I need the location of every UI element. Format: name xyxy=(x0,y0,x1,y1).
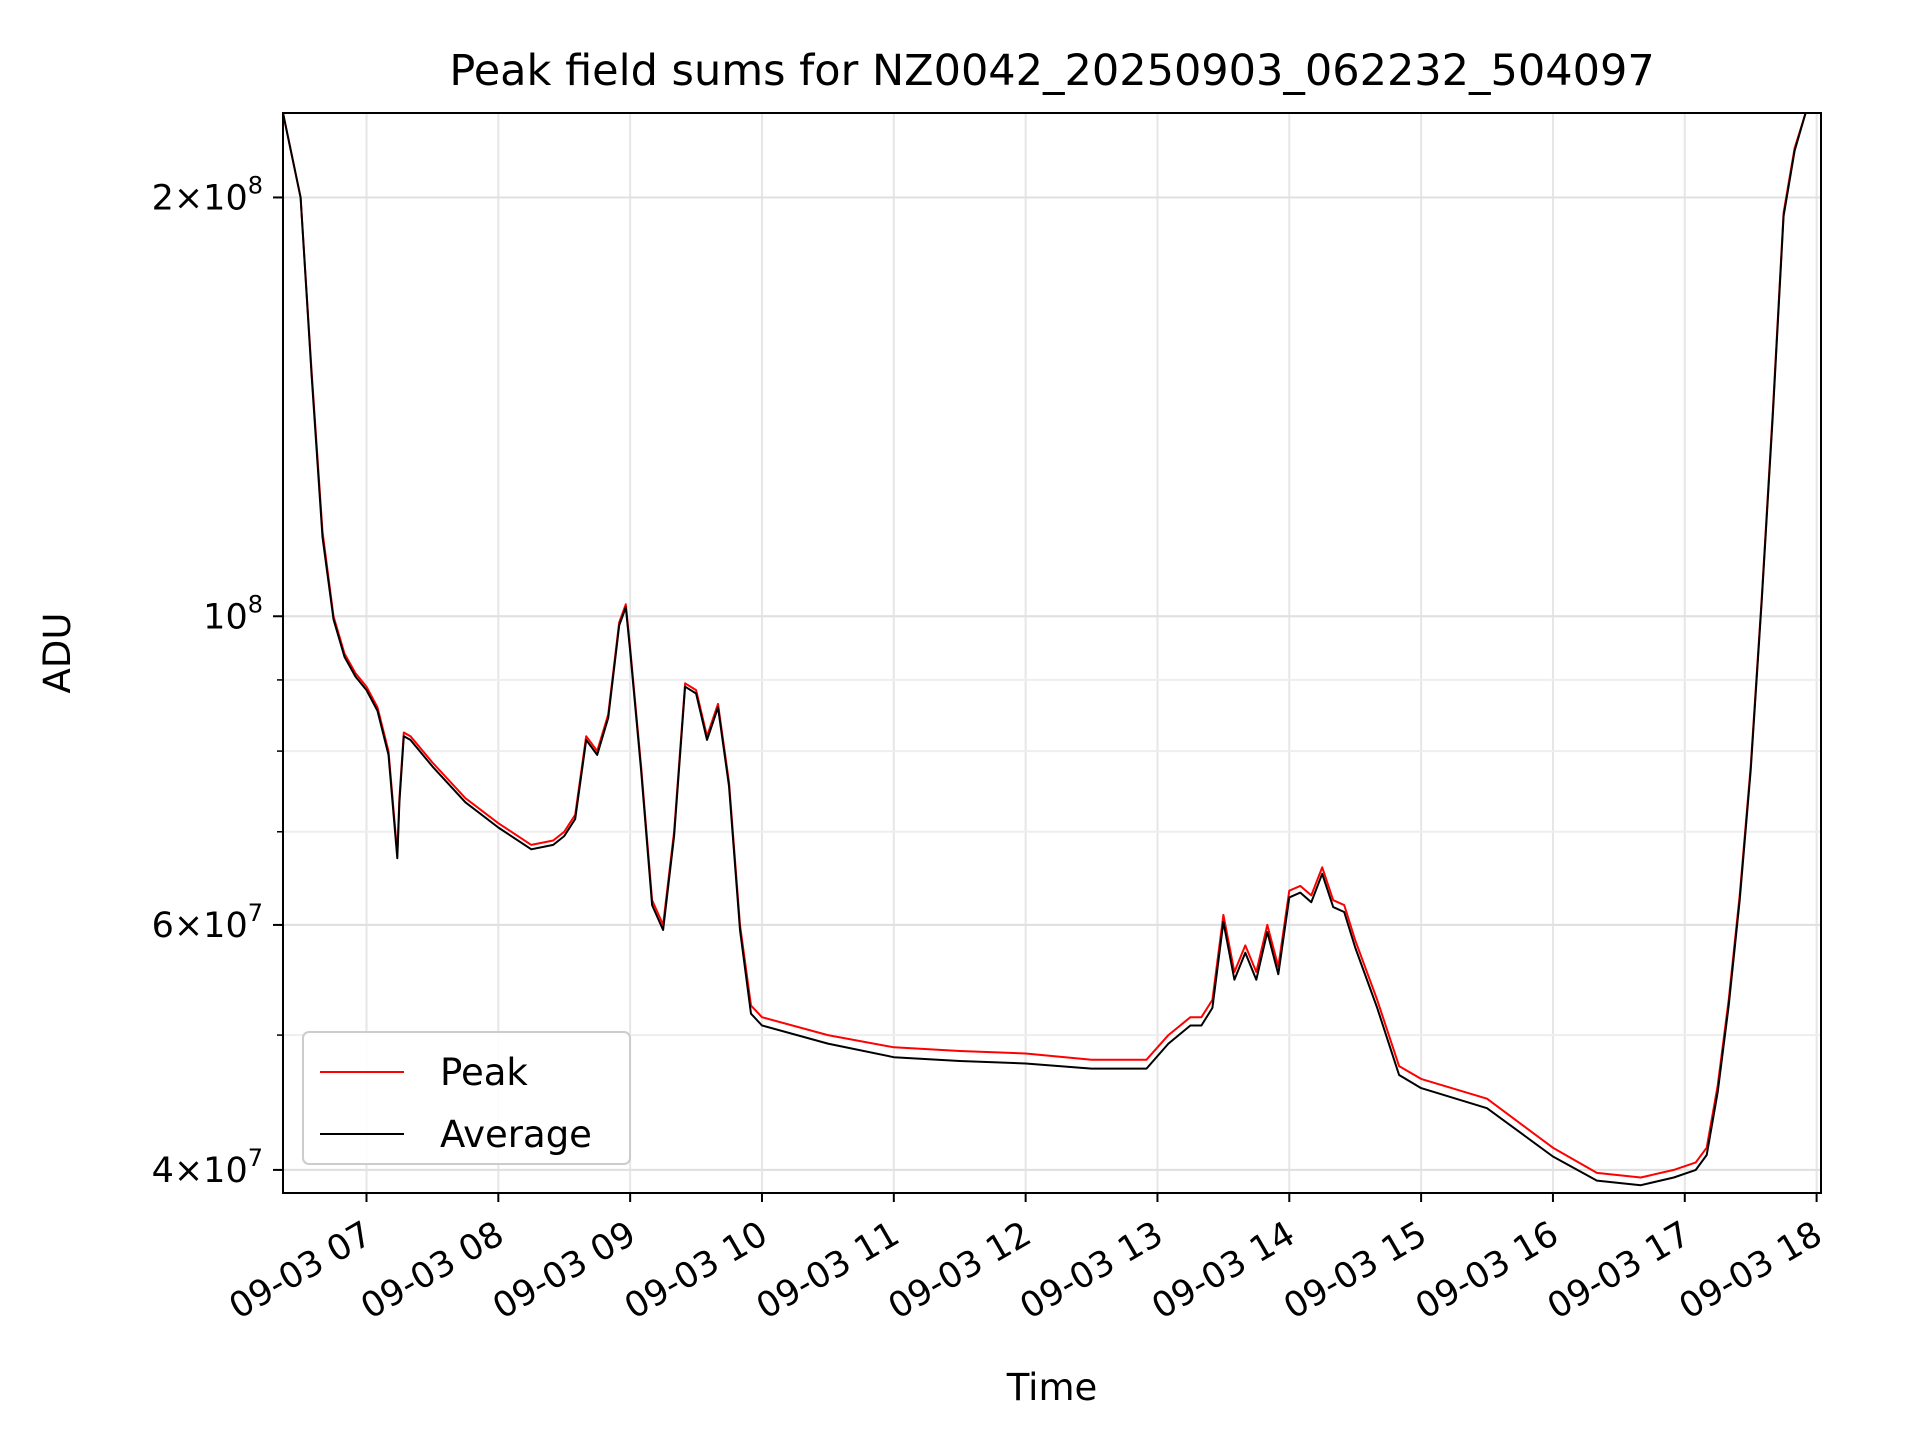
series-line-peak xyxy=(283,113,1817,1179)
series-line-average xyxy=(283,113,1817,1187)
y-tick-exponent: 8 xyxy=(248,590,263,618)
x-axis-label: Time xyxy=(1006,1366,1098,1409)
y-tick-label: 4×107 xyxy=(152,1144,263,1191)
y-tick-exponent: 7 xyxy=(248,899,263,927)
y-tick-mantissa: 4 xyxy=(152,1151,174,1191)
legend-label-average: Average xyxy=(440,1113,592,1156)
legend-box xyxy=(302,1031,631,1165)
y-tick-mantissa: 2 xyxy=(152,178,174,218)
y-tick-label: 108 xyxy=(203,590,263,637)
chart-title: Peak field sums for NZ0042_20250903_0622… xyxy=(449,46,1654,96)
y-tick-exponent: 8 xyxy=(248,171,263,199)
y-tick-base: 10 xyxy=(203,178,248,218)
y-tick-times: × xyxy=(174,1151,203,1191)
y-tick-mantissa: 6 xyxy=(152,906,174,946)
y-tick-label: 6×107 xyxy=(152,899,263,946)
y-tick-times: × xyxy=(174,906,203,946)
legend-label-peak: Peak xyxy=(440,1051,528,1094)
plot-frame xyxy=(282,112,1822,1194)
y-tick-times: × xyxy=(174,178,203,218)
y-tick-base: 10 xyxy=(203,1151,248,1191)
grid xyxy=(283,113,1821,1193)
y-tick-label: 2×108 xyxy=(152,171,263,218)
legend: Peak Average xyxy=(302,1031,631,1165)
y-axis-label: ADU xyxy=(36,613,79,694)
y-tick-exponent: 7 xyxy=(248,1144,263,1172)
series-layer xyxy=(283,113,1817,1187)
y-tick-base: 10 xyxy=(203,906,248,946)
y-tick-base: 10 xyxy=(203,597,248,637)
